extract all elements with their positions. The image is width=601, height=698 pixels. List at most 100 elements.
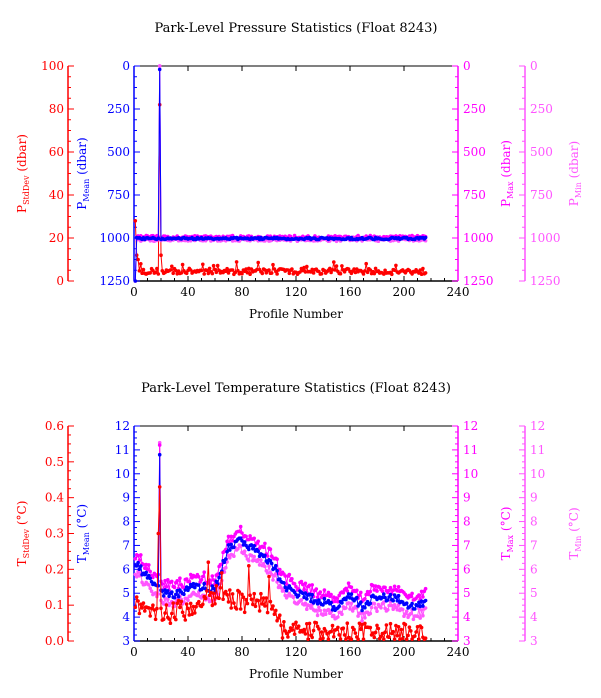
data-point-mean xyxy=(282,581,286,585)
data-point-max xyxy=(139,553,143,557)
y-tick-label-stddev: 100 xyxy=(41,59,64,73)
data-point-stddev xyxy=(251,602,255,607)
data-point-stddev xyxy=(392,268,397,273)
data-point-stddev xyxy=(383,630,387,634)
data-point-min xyxy=(368,611,373,616)
data-point-mean xyxy=(326,598,331,603)
data-point-stddev xyxy=(260,602,265,606)
data-point-mean xyxy=(315,602,320,606)
data-point-stddev xyxy=(202,272,206,276)
data-point-max xyxy=(226,534,231,539)
data-point-stddev xyxy=(373,266,378,271)
y-tick-label-mean: 500 xyxy=(107,145,130,159)
data-point-stddev xyxy=(211,591,216,596)
data-point-stddev xyxy=(338,637,343,641)
data-point-stddev xyxy=(148,271,152,275)
y-tick-label-mean: 10 xyxy=(115,467,130,481)
data-point-min xyxy=(340,612,344,616)
data-point-mean xyxy=(396,593,401,598)
data-point-min xyxy=(309,606,313,610)
data-point-mean xyxy=(182,592,186,597)
y-tick-label-min: 250 xyxy=(530,102,553,116)
data-point-mean xyxy=(302,595,306,600)
data-point-mean xyxy=(229,542,233,547)
data-point-max xyxy=(252,536,256,541)
data-point-stddev xyxy=(275,272,279,276)
data-point-max xyxy=(202,570,206,574)
y-tick-label-mean: 5 xyxy=(122,586,130,600)
y-tick-label-max: 3 xyxy=(463,634,471,648)
data-point-max xyxy=(302,587,306,592)
data-point-stddev xyxy=(326,637,331,641)
data-point-min xyxy=(361,611,366,616)
y-tick-label-max: 9 xyxy=(463,491,471,505)
data-point-stddev xyxy=(417,271,421,275)
data-point-min xyxy=(186,598,190,602)
data-point-min xyxy=(251,558,255,563)
y-tick-label-min: 10 xyxy=(530,467,545,481)
data-point-max xyxy=(363,597,367,601)
data-point-stddev xyxy=(225,592,229,597)
data-point-mean xyxy=(136,560,140,565)
data-point-max xyxy=(230,539,235,543)
data-point-min xyxy=(263,564,267,569)
data-point-mean xyxy=(197,583,201,587)
data-point-max xyxy=(303,581,308,586)
data-point-min xyxy=(369,605,374,610)
y-axis-label-main: T xyxy=(499,552,513,560)
data-point-stddev xyxy=(334,264,339,268)
data-point-stddev xyxy=(360,622,364,627)
data-point-stddev xyxy=(275,618,279,623)
data-point-min xyxy=(386,608,390,612)
data-point-min xyxy=(259,558,263,562)
data-point-mean xyxy=(166,589,170,593)
data-point-min xyxy=(238,544,243,549)
data-point-stddev xyxy=(234,607,239,611)
data-point-min xyxy=(153,591,158,595)
data-point-stddev xyxy=(249,597,254,601)
data-point-min xyxy=(261,561,266,566)
y-tick-label-max: 750 xyxy=(463,188,486,202)
data-point-mean xyxy=(359,600,363,604)
data-point-mean xyxy=(349,592,354,596)
data-point-mean xyxy=(139,564,143,568)
data-point-max xyxy=(199,578,204,582)
data-point-min xyxy=(383,606,387,611)
data-point-stddev xyxy=(174,268,178,273)
data-point-stddev xyxy=(137,611,142,616)
data-point-stddev xyxy=(387,635,391,639)
data-point-stddev xyxy=(233,270,238,275)
data-point-stddev xyxy=(164,603,169,607)
data-point-min xyxy=(265,571,270,575)
data-point-stddev xyxy=(337,633,342,637)
data-point-min xyxy=(421,613,425,618)
x-tick-label: 160 xyxy=(339,285,362,299)
data-point-stddev xyxy=(282,620,286,624)
data-point-stddev xyxy=(398,637,402,641)
y-tick-label-stddev: 80 xyxy=(49,102,64,116)
data-point-max xyxy=(334,596,339,600)
x-tick-label: 240 xyxy=(447,285,470,299)
data-point-stddev xyxy=(220,571,224,575)
data-point-stddev xyxy=(205,589,209,593)
data-point-stddev xyxy=(248,272,252,277)
data-point-stddev xyxy=(155,266,159,271)
data-point-max xyxy=(290,577,294,581)
data-point-max xyxy=(147,563,151,567)
data-point-mean xyxy=(163,588,167,592)
data-point-stddev xyxy=(353,631,358,635)
y-tick-label-max: 7 xyxy=(463,538,471,552)
data-point-max xyxy=(164,584,169,589)
data-point-max xyxy=(187,579,192,584)
data-point-min xyxy=(195,593,200,598)
data-point-stddev xyxy=(311,628,316,633)
data-point-stddev xyxy=(170,611,174,616)
data-point-max xyxy=(292,582,297,586)
data-point-max xyxy=(349,585,354,589)
y-axis-label-sub: Min xyxy=(574,536,583,552)
data-point-stddev xyxy=(329,629,333,634)
data-point-min xyxy=(247,559,251,563)
data-point-max xyxy=(215,572,220,576)
data-point-stddev xyxy=(380,631,385,636)
data-point-max xyxy=(170,579,174,584)
